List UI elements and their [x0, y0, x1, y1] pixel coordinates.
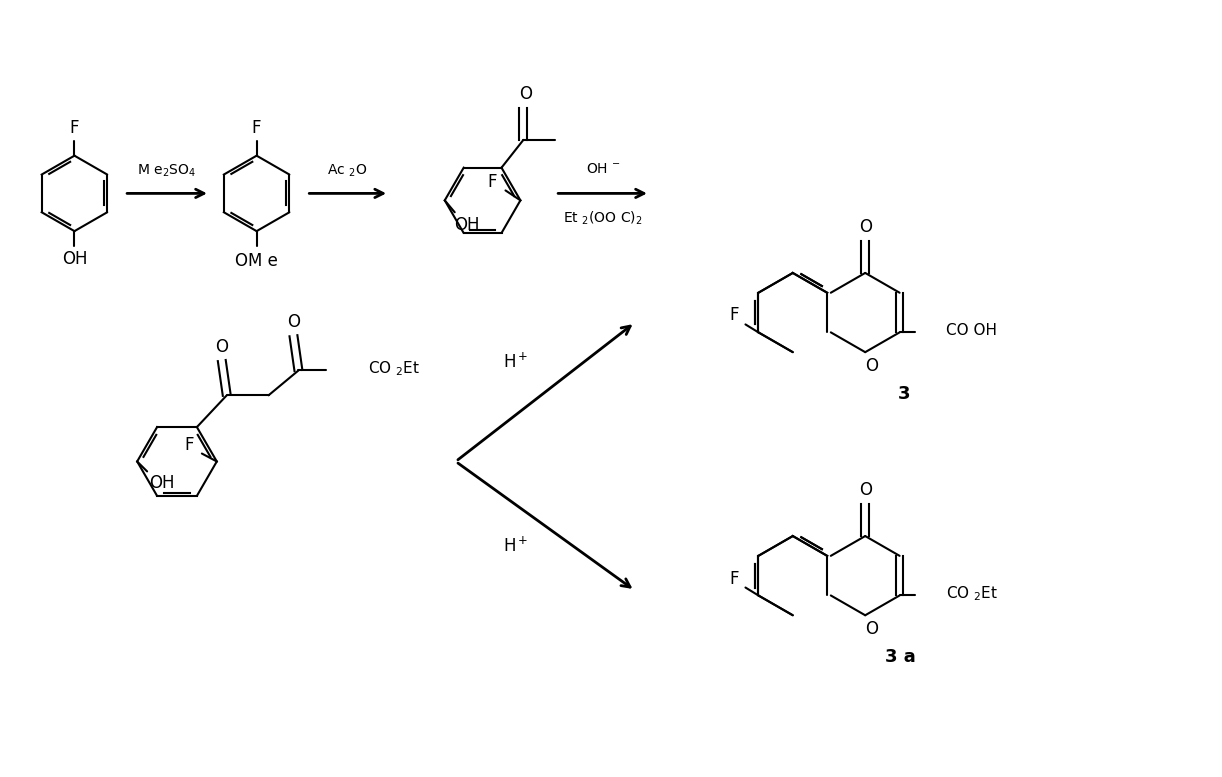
- Text: O: O: [519, 85, 532, 103]
- Text: OH: OH: [149, 474, 175, 493]
- Text: F: F: [70, 119, 79, 137]
- Text: CO OH: CO OH: [946, 323, 997, 338]
- Text: 3 a: 3 a: [885, 648, 916, 666]
- Text: OM e: OM e: [235, 252, 279, 270]
- Text: H$^+$: H$^+$: [502, 353, 528, 372]
- Text: Et $_{2}$(OO C)$_{2}$: Et $_{2}$(OO C)$_{2}$: [563, 210, 643, 227]
- Text: O: O: [859, 482, 871, 500]
- Text: F: F: [488, 173, 497, 191]
- Text: O: O: [287, 313, 299, 331]
- Text: CO $_{2}$Et: CO $_{2}$Et: [368, 359, 420, 378]
- Text: OH: OH: [453, 216, 479, 234]
- Text: M e$_2$SO$_4$: M e$_2$SO$_4$: [138, 162, 197, 179]
- Text: F: F: [185, 436, 193, 454]
- Text: F: F: [730, 570, 739, 587]
- Text: CO $_{2}$Et: CO $_{2}$Et: [946, 584, 998, 603]
- Text: O: O: [859, 218, 871, 236]
- Text: F: F: [730, 306, 739, 325]
- Text: Ac $_{2}$O: Ac $_{2}$O: [327, 162, 368, 179]
- Text: OH $^{-}$: OH $^{-}$: [585, 162, 621, 176]
- Text: O: O: [865, 620, 877, 638]
- Text: 3: 3: [897, 385, 910, 403]
- Text: F: F: [252, 119, 262, 137]
- Text: O: O: [215, 338, 229, 356]
- Text: OH: OH: [61, 250, 87, 268]
- Text: H$^+$: H$^+$: [502, 536, 528, 556]
- Text: O: O: [865, 357, 877, 375]
